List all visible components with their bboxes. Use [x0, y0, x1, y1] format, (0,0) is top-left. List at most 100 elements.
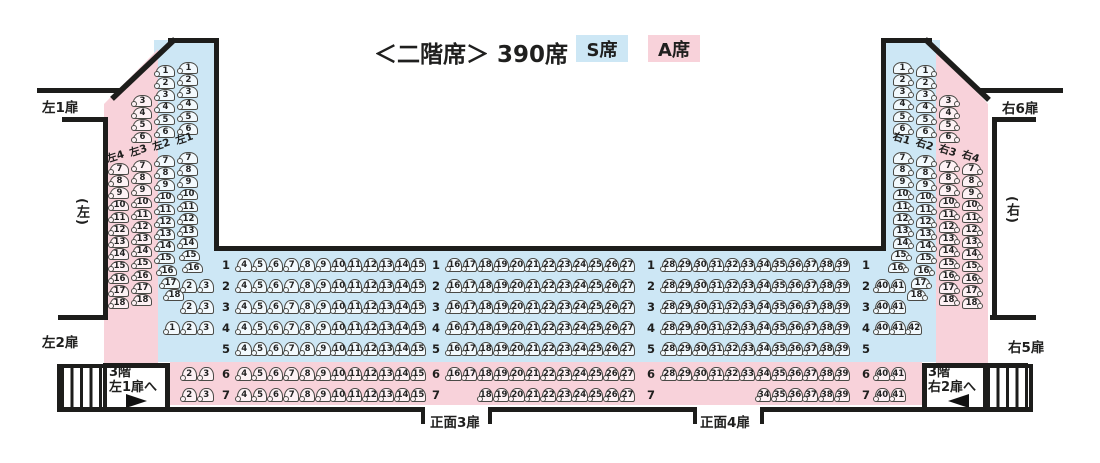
- seat[interactable]: 3: [197, 321, 214, 335]
- seat[interactable]: 19: [492, 279, 509, 293]
- seat[interactable]: 5: [251, 321, 268, 335]
- seat[interactable]: 23: [555, 279, 572, 293]
- seat[interactable]: 39: [833, 258, 850, 272]
- seat[interactable]: 25: [587, 258, 604, 272]
- seat[interactable]: 15: [179, 249, 200, 262]
- seat[interactable]: 33: [739, 258, 756, 272]
- seat[interactable]: 20: [508, 300, 525, 314]
- seat[interactable]: 2: [916, 77, 937, 89]
- seat[interactable]: 28: [660, 279, 677, 293]
- seat[interactable]: 13: [177, 225, 198, 237]
- seat[interactable]: 16: [445, 258, 462, 272]
- seat[interactable]: 28: [660, 367, 677, 381]
- seat[interactable]: 16: [182, 261, 203, 274]
- seat[interactable]: 34: [754, 388, 771, 402]
- seat[interactable]: 5: [893, 110, 914, 123]
- seat[interactable]: 32: [723, 258, 740, 272]
- seat[interactable]: 5: [251, 388, 268, 402]
- seat[interactable]: 15: [108, 260, 129, 273]
- seat[interactable]: 1: [177, 62, 198, 74]
- seat[interactable]: 32: [723, 321, 740, 335]
- seat[interactable]: 37: [802, 321, 819, 335]
- seat[interactable]: 9: [314, 367, 331, 381]
- seat[interactable]: 12: [108, 224, 129, 236]
- seat[interactable]: 20: [508, 279, 525, 293]
- seat[interactable]: 7: [282, 367, 299, 381]
- seat[interactable]: 15: [409, 367, 426, 381]
- seat[interactable]: 13: [377, 279, 394, 293]
- seat[interactable]: 40: [873, 279, 890, 293]
- seat[interactable]: 39: [833, 300, 850, 314]
- seat[interactable]: 9: [108, 187, 129, 199]
- seat[interactable]: 2: [893, 74, 914, 86]
- seat[interactable]: 12: [362, 258, 379, 272]
- seat[interactable]: 16: [445, 342, 462, 356]
- seat[interactable]: 4: [235, 388, 252, 402]
- seat[interactable]: 14: [177, 237, 198, 249]
- seat[interactable]: 22: [539, 279, 556, 293]
- seat[interactable]: 12: [362, 342, 379, 356]
- seat[interactable]: 12: [962, 224, 983, 236]
- seat[interactable]: 3: [177, 86, 198, 98]
- seat[interactable]: 6: [267, 388, 284, 402]
- seat[interactable]: 27: [618, 279, 635, 293]
- seat[interactable]: 23: [555, 367, 572, 381]
- seat[interactable]: 8: [177, 164, 198, 176]
- seat[interactable]: 19: [492, 258, 509, 272]
- seat[interactable]: 12: [362, 388, 379, 402]
- seat[interactable]: 18: [962, 297, 983, 309]
- seat[interactable]: 37: [802, 342, 819, 356]
- seat[interactable]: 3: [939, 95, 960, 107]
- seat[interactable]: 30: [691, 321, 708, 335]
- seat[interactable]: 15: [939, 257, 960, 270]
- seat[interactable]: 27: [618, 258, 635, 272]
- seat[interactable]: 7: [962, 163, 983, 175]
- seat[interactable]: 16: [962, 272, 983, 285]
- seat[interactable]: 24: [571, 300, 588, 314]
- seat[interactable]: 36: [786, 342, 803, 356]
- seat[interactable]: 15: [409, 258, 426, 272]
- seat[interactable]: 9: [893, 176, 914, 188]
- seat[interactable]: 11: [346, 300, 363, 314]
- seat[interactable]: 12: [362, 367, 379, 381]
- seat[interactable]: 27: [618, 300, 635, 314]
- seat[interactable]: 8: [298, 321, 315, 335]
- seat[interactable]: 4: [235, 258, 252, 272]
- seat[interactable]: 20: [508, 367, 525, 381]
- seat[interactable]: 17: [911, 277, 932, 289]
- seat[interactable]: 31: [707, 367, 724, 381]
- seat[interactable]: 17: [131, 282, 152, 294]
- seat[interactable]: 6: [939, 131, 960, 144]
- seat[interactable]: 6: [267, 300, 284, 314]
- seat[interactable]: 15: [891, 249, 912, 262]
- seat[interactable]: 6: [267, 258, 284, 272]
- seat[interactable]: 34: [754, 367, 771, 381]
- seat[interactable]: 26: [602, 258, 619, 272]
- seat[interactable]: 40: [873, 367, 890, 381]
- seat[interactable]: 15: [409, 321, 426, 335]
- seat[interactable]: 33: [739, 367, 756, 381]
- seat[interactable]: 9: [154, 179, 175, 191]
- seat[interactable]: 5: [177, 110, 198, 123]
- seat[interactable]: 22: [539, 300, 556, 314]
- seat[interactable]: 38: [817, 279, 834, 293]
- seat[interactable]: 17: [461, 321, 478, 335]
- seat[interactable]: 17: [962, 285, 983, 297]
- seat[interactable]: 3: [916, 89, 937, 101]
- seat[interactable]: 35: [770, 321, 787, 335]
- seat[interactable]: 40: [873, 300, 890, 314]
- seat[interactable]: 17: [108, 285, 129, 297]
- seat[interactable]: 31: [707, 342, 724, 356]
- seat[interactable]: 8: [893, 164, 914, 176]
- seat[interactable]: 15: [131, 257, 152, 270]
- seat[interactable]: 7: [282, 300, 299, 314]
- seat[interactable]: 8: [298, 300, 315, 314]
- seat[interactable]: 34: [754, 258, 771, 272]
- seat[interactable]: 10: [893, 188, 914, 201]
- seat[interactable]: 38: [817, 321, 834, 335]
- seat[interactable]: 38: [817, 258, 834, 272]
- seat[interactable]: 19: [492, 388, 509, 402]
- seat[interactable]: 6: [893, 123, 914, 135]
- seat[interactable]: 36: [786, 279, 803, 293]
- seat[interactable]: 4: [154, 101, 175, 114]
